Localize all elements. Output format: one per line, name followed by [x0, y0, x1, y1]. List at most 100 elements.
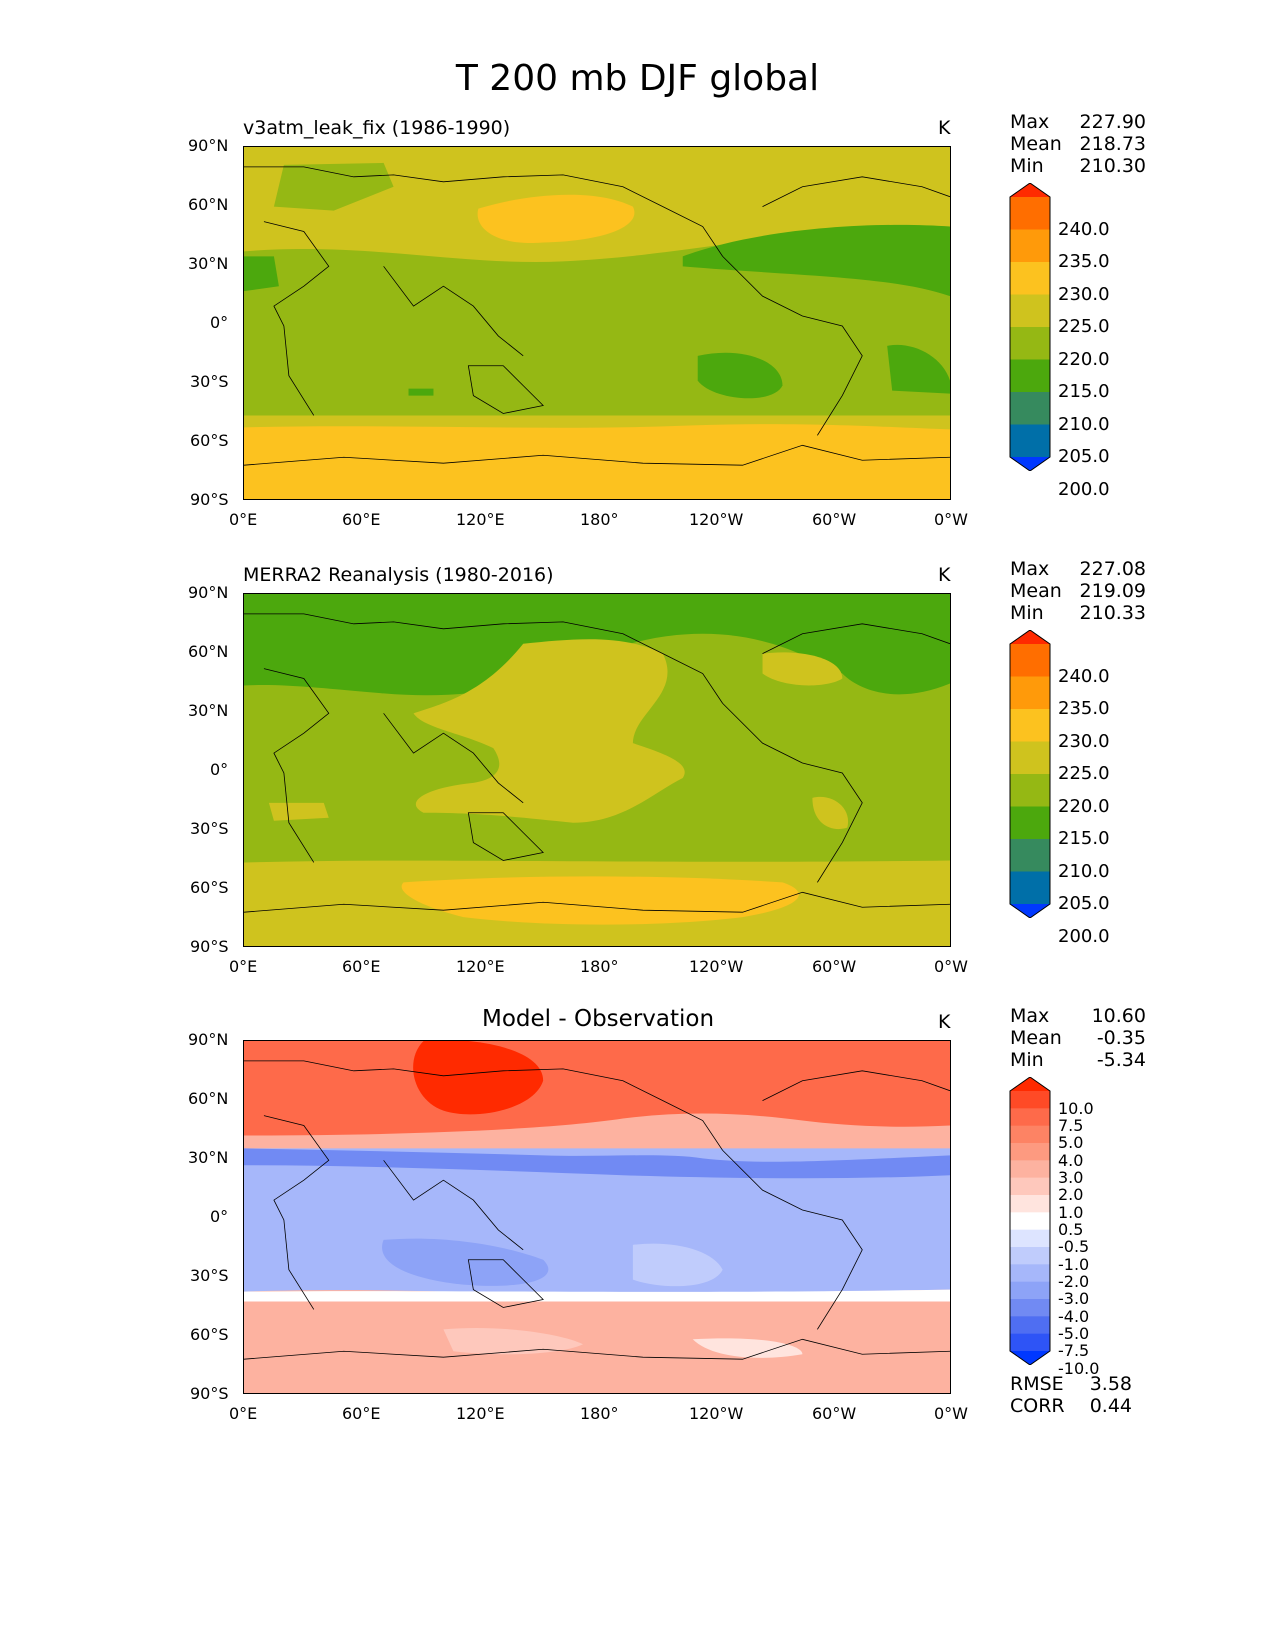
stat-label: Min: [1010, 602, 1044, 624]
xtick-label: 180°: [580, 1404, 619, 1423]
colorbar-tick-label: -0.5: [1058, 1237, 1090, 1257]
panel2-label: MERRA2 Reanalysis (1980-2016): [243, 564, 554, 586]
main-title: T 200 mb DJF global: [455, 58, 820, 99]
colorbar-block: [1010, 1281, 1050, 1300]
colorbar-block: [1010, 1333, 1050, 1352]
xtick-label: 60°E: [342, 957, 381, 976]
colorbar-block: [1010, 1195, 1050, 1213]
colorbar-block: [1010, 1091, 1050, 1109]
colorbar-block: [1010, 1229, 1050, 1248]
panel2-colorbar: [1009, 630, 1051, 918]
colorbar-block: [1010, 741, 1050, 775]
panel1-label: v3atm_leak_fix (1986-1990): [243, 117, 511, 139]
colorbar-tick-label: 210.0: [1058, 413, 1110, 435]
panel1-map: [243, 146, 951, 500]
ytick-label: 90°S: [190, 937, 229, 956]
ytick-label: 60°N: [188, 642, 229, 661]
stat-label: Max: [1010, 558, 1050, 580]
stat-label: Max: [1010, 1005, 1050, 1027]
xtick-label: 180°: [580, 957, 619, 976]
colorbar-tick-label: -4.0: [1058, 1306, 1090, 1326]
colorbar-block: [1010, 839, 1050, 872]
ytick-label: 30°N: [188, 1148, 229, 1167]
xtick-label: 60°W: [812, 1404, 857, 1423]
colorbar-block: [1010, 1177, 1050, 1196]
stat-value: 227.08: [1079, 558, 1146, 580]
xtick-label: 120°W: [689, 957, 744, 976]
xtick-label: 180°: [580, 510, 619, 529]
colorbar-tick-label: -5.0: [1058, 1324, 1090, 1344]
panel3-unit: K: [938, 1011, 951, 1033]
colorbar-tick-label: -2.0: [1058, 1272, 1090, 1292]
xtick-label: 60°W: [812, 957, 857, 976]
stat-label: Mean: [1010, 133, 1062, 155]
colorbar-block: [1010, 1247, 1050, 1265]
stat-value: 218.73: [1079, 133, 1146, 155]
colorbar-tick-label: 240.0: [1058, 218, 1110, 240]
ytick-label: 30°S: [190, 372, 229, 391]
colorbar-block: [1010, 709, 1050, 742]
colorbar-block: [1010, 229, 1050, 263]
xtick-label: 0°W: [934, 1404, 968, 1423]
ytick-label: 60°N: [188, 195, 229, 214]
colorbar-tick-label: 225.0: [1058, 316, 1110, 338]
colorbar-tick-label: 10.0: [1058, 1098, 1094, 1118]
colorbar-block: [1010, 1212, 1050, 1231]
colorbar-tick-label: 0.5: [1058, 1220, 1084, 1240]
colorbar-tick-label: 220.0: [1058, 348, 1110, 370]
panel3-colorbar: [1009, 1077, 1051, 1365]
colorbar-tick-label: 230.0: [1058, 730, 1110, 752]
colorbar-tick-label: 205.0: [1058, 893, 1110, 915]
colorbar-block: [1010, 676, 1050, 710]
colorbar-tick-label: -3.0: [1058, 1289, 1090, 1309]
ytick-label: 90°S: [190, 1384, 229, 1403]
colorbar-block: [1010, 1264, 1050, 1283]
ytick-label: 30°S: [190, 819, 229, 838]
metric-value: 3.58: [1089, 1373, 1132, 1395]
colorbar-block: [1010, 392, 1050, 425]
colorbar-tick-label: 235.0: [1058, 698, 1110, 720]
stat-value: 210.30: [1079, 155, 1146, 177]
colorbar-tick-label: 230.0: [1058, 283, 1110, 305]
ytick-label: 90°N: [188, 1030, 229, 1049]
ytick-label: 0°: [210, 1207, 229, 1226]
xtick-label: 60°E: [342, 510, 381, 529]
colorbar-tick-label: 205.0: [1058, 446, 1110, 468]
metric-label: CORR: [1010, 1395, 1065, 1417]
stat-value: 10.60: [1091, 1005, 1146, 1027]
metric-value: 0.44: [1089, 1395, 1132, 1417]
panel3-stats: Max 10.60 Mean -0.35 Min -5.34: [1010, 1005, 1146, 1071]
colorbar-tick-label: 2.0: [1058, 1185, 1084, 1205]
colorbar-block: [1010, 644, 1050, 677]
stat-value: -5.34: [1096, 1049, 1146, 1071]
panel2-unit: K: [938, 564, 951, 586]
ytick-label: 60°S: [190, 878, 229, 897]
ytick-label: 60°S: [190, 1325, 229, 1344]
colorbar-tick-label: 225.0: [1058, 763, 1110, 785]
colorbar-tick-label: 235.0: [1058, 251, 1110, 273]
panel3-map: [243, 1040, 951, 1394]
colorbar-tick-label: 240.0: [1058, 665, 1110, 687]
colorbar-tick-label: 3.0: [1058, 1168, 1084, 1188]
colorbar-top-extend: [1010, 630, 1050, 644]
panel3-title: Model - Observation: [482, 1006, 715, 1032]
stat-label: Min: [1010, 1049, 1044, 1071]
colorbar-tick-label: -10.0: [1058, 1358, 1100, 1378]
stat-value: 219.09: [1079, 580, 1146, 602]
ytick-label: 90°N: [188, 136, 229, 155]
xtick-label: 60°E: [342, 1404, 381, 1423]
stat-value: -0.35: [1096, 1027, 1146, 1049]
colorbar-tick-label: 215.0: [1058, 381, 1110, 403]
colorbar-block: [1010, 327, 1050, 360]
colorbar-block: [1010, 871, 1050, 905]
ytick-label: 30°N: [188, 254, 229, 273]
colorbar-block: [1010, 774, 1050, 807]
xtick-label: 0°E: [229, 957, 258, 976]
colorbar-tick-label: -7.5: [1058, 1341, 1090, 1361]
xtick-label: 60°W: [812, 510, 857, 529]
xtick-label: 120°E: [456, 510, 505, 529]
ytick-label: 90°S: [190, 490, 229, 509]
xtick-label: 0°W: [934, 510, 968, 529]
xtick-label: 120°E: [456, 957, 505, 976]
colorbar-block: [1010, 1108, 1050, 1127]
